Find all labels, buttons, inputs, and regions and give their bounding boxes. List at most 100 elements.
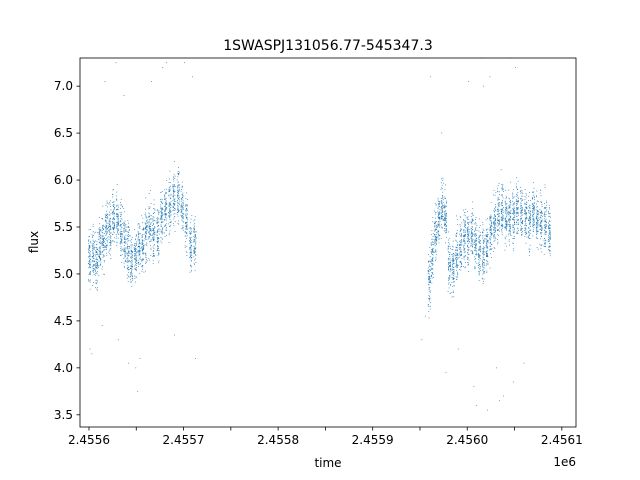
data-point: [135, 235, 137, 237]
data-point: [525, 221, 526, 223]
data-point: [170, 214, 172, 215]
data-point: [90, 240, 92, 242]
data-point: [495, 238, 497, 240]
data-point: [173, 196, 174, 198]
data-point: [441, 206, 443, 207]
data-point: [91, 237, 93, 239]
data-point: [441, 187, 442, 189]
data-point: [496, 217, 498, 219]
data-point: [434, 233, 435, 235]
data-point: [533, 204, 535, 206]
data-point: [156, 235, 158, 236]
data-point: [472, 235, 474, 237]
data-point: [177, 190, 179, 192]
data-point: [128, 275, 130, 277]
data-point: [153, 229, 154, 230]
data-point: [143, 271, 145, 273]
data-point: [441, 200, 443, 202]
data-point: [483, 248, 485, 250]
data-point: [459, 256, 461, 258]
data-point: [89, 245, 90, 246]
data-point: [512, 225, 514, 226]
data-point: [107, 228, 108, 229]
data-point: [137, 252, 139, 254]
data-point: [141, 266, 143, 268]
data-point: [135, 258, 137, 260]
data-point: [453, 259, 454, 260]
data-point: [498, 199, 500, 200]
data-point: [460, 255, 461, 257]
data-point: [173, 224, 175, 226]
data-point: [117, 222, 119, 224]
data-point: [472, 212, 473, 214]
data-point: [116, 241, 118, 243]
data-point: [455, 255, 457, 257]
data-point: [428, 273, 430, 275]
data-point: [540, 221, 541, 223]
data-point: [120, 254, 121, 256]
data-point: [513, 196, 515, 198]
data-point: [165, 225, 167, 226]
data-point: [105, 227, 107, 229]
data-point: [549, 221, 551, 222]
data-point: [479, 249, 481, 251]
data-point: [534, 207, 535, 209]
data-point: [161, 202, 162, 203]
data-point: [483, 267, 485, 269]
data-point: [164, 199, 166, 201]
data-point: [489, 229, 491, 231]
data-point: [112, 213, 114, 215]
data-point: [513, 213, 515, 215]
data-point: [166, 217, 168, 219]
data-point: [467, 245, 468, 247]
data-point: [505, 209, 506, 211]
data-point: [514, 214, 516, 216]
data-point: [460, 236, 462, 238]
data-point: [193, 262, 195, 264]
data-point: [189, 227, 191, 229]
data-point: [481, 264, 483, 266]
data-point: [501, 193, 503, 195]
data-point: [174, 208, 176, 209]
data-point: [166, 230, 168, 231]
data-point: [464, 234, 465, 236]
data-point: [453, 256, 454, 258]
data-point: [486, 263, 488, 264]
data-point: [120, 208, 121, 209]
data-point: [117, 204, 119, 206]
data-point: [152, 246, 154, 248]
data-point: [89, 265, 91, 267]
data-point: [463, 256, 465, 258]
data-point: [124, 252, 126, 254]
data-point: [429, 282, 431, 283]
data-point: [141, 250, 143, 252]
data-point: [141, 244, 143, 246]
data-point: [440, 189, 442, 190]
data-point: [116, 225, 118, 227]
data-point: [137, 240, 139, 242]
data-point: [531, 211, 533, 213]
data-point: [173, 190, 175, 192]
data-point: [505, 235, 507, 237]
data-point: [440, 238, 442, 239]
data-point: [95, 282, 97, 284]
data-point: [444, 223, 446, 225]
data-point: [145, 252, 147, 254]
data-point: [177, 186, 179, 188]
data-point: [490, 239, 492, 241]
data-point: [124, 254, 126, 256]
data-point: [493, 217, 495, 219]
data-point: [173, 206, 175, 208]
data-point: [467, 231, 469, 233]
data-point: [463, 258, 465, 260]
data-point: [545, 223, 547, 225]
data-point: [548, 246, 550, 248]
data-point: [541, 204, 543, 205]
data-point: [505, 198, 507, 200]
data-point: [125, 239, 127, 240]
data-point: [435, 241, 437, 243]
data-point: [108, 225, 110, 227]
data-point: [93, 244, 95, 246]
data-point: [127, 226, 129, 227]
data-point: [97, 289, 98, 291]
